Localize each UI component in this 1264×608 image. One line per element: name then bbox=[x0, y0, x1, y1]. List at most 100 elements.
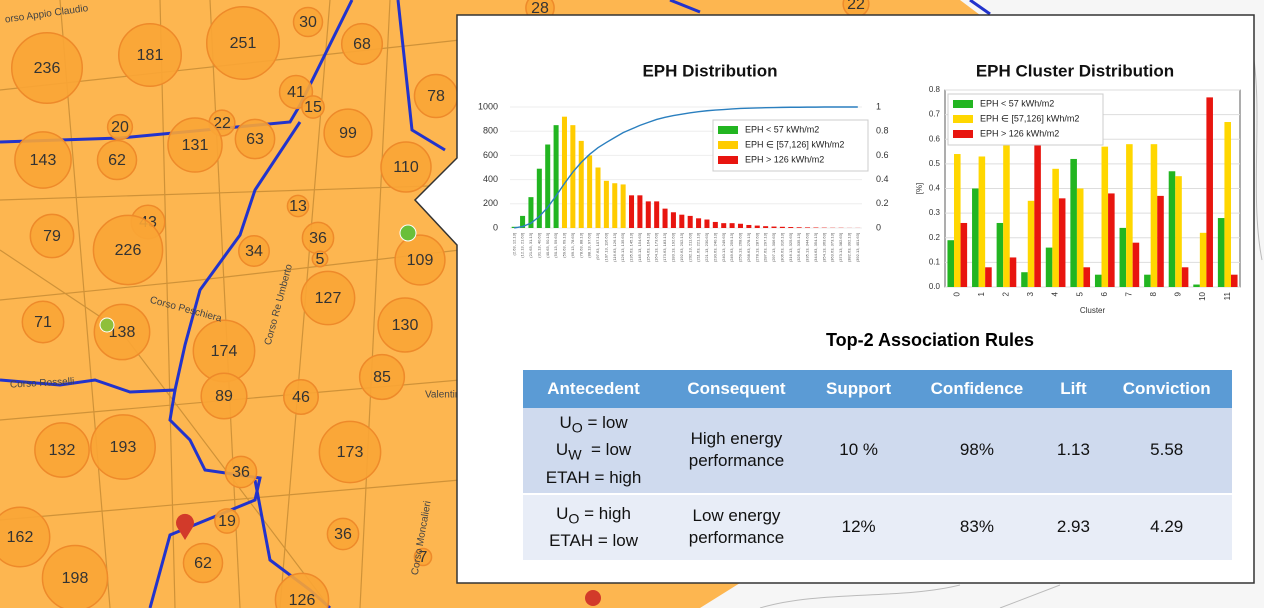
bar bbox=[805, 227, 810, 228]
y-tick-label: 0.3 bbox=[929, 208, 941, 217]
cell-line: ETAH = low bbox=[527, 530, 660, 552]
bubble-label: 36 bbox=[309, 230, 327, 247]
x-tick-label: (382.63, 392.13] bbox=[846, 233, 851, 262]
y2-tick-label: 0 bbox=[876, 222, 881, 232]
header-cell: Conviction bbox=[1101, 370, 1232, 408]
x-tick-label: (88.13, 97.63] bbox=[587, 233, 592, 258]
x-tick-label: 2 bbox=[1002, 291, 1011, 296]
x-tick-label: 3 bbox=[1026, 291, 1035, 296]
x-tick-label: 4 bbox=[1051, 291, 1060, 296]
bar bbox=[579, 141, 584, 228]
x-tick-label: 5 bbox=[1075, 291, 1084, 296]
bar bbox=[637, 195, 642, 228]
x-axis-label: Cluster bbox=[1080, 306, 1106, 315]
x-tick-label: 6 bbox=[1100, 291, 1109, 296]
chart-title: EPH Cluster Distribution bbox=[976, 61, 1174, 80]
confidence-cell: 83% bbox=[908, 494, 1045, 560]
y-tick-label: 0.8 bbox=[929, 85, 941, 94]
y-tick-label: 0.7 bbox=[929, 110, 941, 119]
bar bbox=[997, 223, 1004, 287]
x-tick-label: (268.63, 278.13] bbox=[746, 233, 751, 262]
lift-cell: 1.13 bbox=[1045, 408, 1101, 494]
bubble-label: 22 bbox=[847, 0, 865, 13]
bubble-label: 181 bbox=[137, 47, 164, 64]
text-segment: Low energy bbox=[693, 506, 781, 525]
bar bbox=[1218, 218, 1225, 287]
bubble-label: 127 bbox=[315, 290, 342, 307]
bar bbox=[746, 225, 751, 228]
header-cell: Consequent bbox=[664, 370, 809, 408]
bar bbox=[1206, 97, 1213, 287]
bar bbox=[713, 222, 718, 228]
bar bbox=[947, 240, 954, 287]
x-tick-label: (202.13, 211.63] bbox=[687, 233, 692, 262]
bar bbox=[755, 226, 760, 228]
bar bbox=[1083, 267, 1090, 287]
text-segment: = low bbox=[582, 440, 632, 459]
bar bbox=[780, 227, 785, 228]
bubble-label: 13 bbox=[289, 198, 307, 215]
bar bbox=[1028, 201, 1035, 287]
x-tick-label: (306.63, 316.13] bbox=[779, 233, 784, 262]
x-tick-label: (21.63, 31.13] bbox=[528, 233, 533, 258]
x-tick-label: (116.63, 126.13] bbox=[612, 233, 617, 262]
green-marker[interactable] bbox=[100, 318, 114, 332]
header-cell: Confidence bbox=[908, 370, 1045, 408]
bar bbox=[570, 125, 575, 228]
y2-tick-label: 0.4 bbox=[876, 174, 889, 184]
bubble-label: 251 bbox=[230, 35, 257, 52]
legend-label: EPH < 57 kWh/m2 bbox=[745, 124, 819, 134]
consequent-cell: High energyperformance bbox=[664, 408, 809, 494]
text-segment: U bbox=[556, 440, 568, 459]
text-segment: U bbox=[556, 504, 568, 523]
y-tick-label: 0.1 bbox=[929, 257, 941, 266]
text-segment: U bbox=[559, 413, 571, 432]
y-tick-label: 0.6 bbox=[929, 134, 941, 143]
bar bbox=[985, 267, 992, 287]
x-tick-label: (126.13, 135.63] bbox=[620, 233, 625, 262]
x-tick-label: (240.13, 249.63] bbox=[721, 233, 726, 262]
bar bbox=[738, 224, 743, 228]
bar bbox=[1151, 144, 1158, 287]
x-tick-label: (2.63, 12.13] bbox=[511, 233, 516, 255]
header-cell: Lift bbox=[1045, 370, 1101, 408]
y-tick-label: 200 bbox=[483, 198, 498, 208]
bar bbox=[771, 227, 776, 228]
x-tick-label: (278.13, 287.63] bbox=[754, 233, 759, 262]
legend-label: EPH < 57 kWh/m2 bbox=[980, 98, 1054, 108]
bubble-label: 78 bbox=[427, 88, 445, 105]
bubble-label: 130 bbox=[392, 317, 419, 334]
cell-line: UO = high bbox=[527, 503, 660, 530]
legend-label: EPH > 126 kWh/m2 bbox=[980, 128, 1059, 138]
page: 2361812513068782022411599143621316311043… bbox=[0, 0, 1264, 608]
subscript: W bbox=[568, 448, 581, 464]
red-marker[interactable] bbox=[585, 590, 601, 606]
x-tick-label: (316.13, 325.63] bbox=[788, 233, 793, 262]
y-tick-label: 0 bbox=[493, 222, 498, 232]
table-row: UO = highETAH = lowLow energyperformance… bbox=[523, 494, 1232, 560]
y-tick-label: 0.2 bbox=[929, 233, 941, 242]
bar bbox=[1169, 171, 1176, 287]
bubble-label: 162 bbox=[7, 529, 34, 546]
legend-swatch bbox=[718, 126, 738, 134]
header-cell: Support bbox=[809, 370, 909, 408]
bubble-label: 63 bbox=[246, 131, 264, 148]
subscript: O bbox=[572, 420, 583, 436]
bubble-label: 198 bbox=[62, 570, 89, 587]
bubble-label: 173 bbox=[337, 444, 364, 461]
x-tick-label: 9 bbox=[1174, 291, 1183, 296]
bubble-label: 126 bbox=[289, 592, 316, 608]
green-marker[interactable] bbox=[400, 225, 416, 241]
y-tick-label: 600 bbox=[483, 150, 498, 160]
bubble-label: 68 bbox=[353, 36, 371, 53]
bar bbox=[1070, 159, 1077, 287]
bubble-label: 19 bbox=[218, 513, 236, 530]
bubble-label: 99 bbox=[339, 125, 357, 142]
bar bbox=[663, 209, 668, 228]
bar bbox=[961, 223, 968, 287]
bar bbox=[604, 181, 609, 228]
bubble-label: 62 bbox=[108, 152, 126, 169]
bubble-label: 110 bbox=[393, 159, 419, 176]
